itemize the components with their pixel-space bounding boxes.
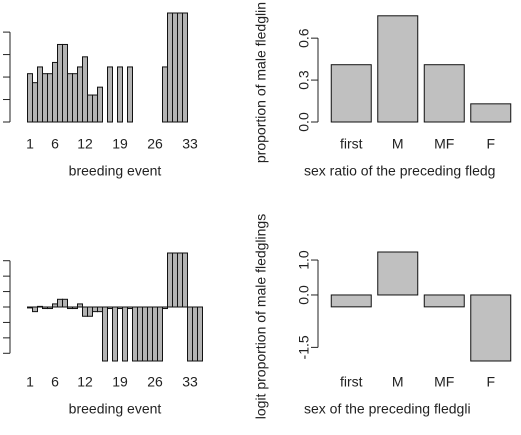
bar: [182, 12, 188, 123]
bar: [142, 306, 148, 362]
bar: [423, 64, 465, 123]
x-tick-label: 33: [182, 136, 198, 152]
bar: [67, 73, 73, 123]
x-tick-label: F: [486, 374, 495, 390]
bar: [72, 306, 78, 310]
bar: [47, 306, 53, 310]
bar: [37, 305, 43, 308]
bar: [127, 66, 133, 123]
x-axis-label: breeding event: [69, 163, 162, 179]
bar: [107, 66, 113, 123]
x-tick-label: 19: [112, 374, 128, 390]
x-tick-label: M: [392, 136, 404, 152]
bar: [82, 56, 88, 123]
y-tick-label: 0.3: [296, 70, 312, 90]
bar: [470, 294, 512, 362]
bar: [157, 306, 163, 362]
bar: [122, 306, 128, 362]
bar: [32, 306, 38, 313]
bar: [167, 252, 173, 308]
y-tick-label: 0.6: [296, 28, 312, 48]
bar: [137, 306, 143, 362]
bar: [177, 252, 183, 308]
bar: [87, 306, 93, 317]
bar: [192, 306, 198, 362]
bar: [27, 73, 33, 123]
bar: [330, 64, 372, 123]
bar: [102, 306, 108, 362]
bar: [330, 294, 372, 308]
bar: [197, 306, 203, 362]
bar: [77, 66, 83, 123]
y-tick-label: 0.0: [296, 285, 312, 305]
bar: [187, 306, 193, 362]
bar: [57, 298, 63, 308]
x-tick-label: 12: [77, 374, 93, 390]
bar: [32, 82, 38, 123]
bar: [52, 303, 58, 308]
x-tick-label: 26: [147, 374, 163, 390]
x-tick-label: first: [340, 136, 363, 152]
y-tick-label: 1.0: [296, 250, 312, 270]
bar: [152, 306, 158, 362]
bar: [27, 306, 33, 309]
x-tick-label: 12: [77, 136, 93, 152]
y-axis-label: proportion of male fledglin: [253, 2, 269, 163]
bar: [97, 86, 103, 123]
bar: [377, 251, 419, 296]
bar: [92, 306, 98, 313]
bar: [177, 12, 183, 123]
bar: [52, 61, 58, 123]
bar: [97, 306, 103, 313]
x-tick-label: F: [486, 136, 495, 152]
x-axis-label: breeding event: [69, 401, 162, 417]
bar: [162, 66, 168, 123]
x-tick-label: 1: [26, 374, 34, 390]
bar: [470, 103, 512, 123]
bar: [117, 306, 123, 310]
bar: [62, 298, 68, 308]
bar: [107, 306, 113, 310]
bar: [423, 294, 465, 308]
bar: [87, 94, 93, 123]
bar: [37, 66, 43, 123]
x-tick-label: 19: [112, 136, 128, 152]
bar: [42, 73, 48, 123]
x-tick-label: 6: [51, 136, 59, 152]
bar: [172, 252, 178, 308]
bar: [172, 12, 178, 123]
x-tick-label: first: [340, 374, 363, 390]
bar: [377, 15, 419, 123]
bar: [147, 306, 153, 362]
x-tick-label: 1: [26, 136, 34, 152]
bar: [82, 306, 88, 317]
x-axis-label: sex ratio of the preceding fledg: [304, 163, 495, 179]
x-tick-label: 6: [51, 374, 59, 390]
x-tick-label: M: [392, 374, 404, 390]
y-axis-label: logit proportion of male fledglings: [253, 214, 269, 419]
x-axis-label: sex of the preceding fledgli: [304, 401, 471, 417]
bar: [42, 306, 48, 310]
y-tick-label: 0.0: [296, 112, 312, 132]
bar: [182, 252, 188, 308]
bar: [132, 306, 138, 362]
bar: [57, 43, 63, 123]
bar: [77, 303, 83, 308]
x-tick-label: MF: [434, 136, 454, 152]
bar: [72, 73, 78, 123]
x-tick-label: MF: [434, 374, 454, 390]
bar: [167, 12, 173, 123]
bar: [47, 73, 53, 123]
bar: [117, 66, 123, 123]
x-tick-label: 33: [182, 374, 198, 390]
bar: [127, 306, 133, 310]
bar: [112, 306, 118, 362]
bar: [62, 43, 68, 123]
y-tick-label: -1.5: [296, 335, 312, 359]
x-tick-label: 26: [147, 136, 163, 152]
bar: [67, 306, 73, 310]
bar: [162, 306, 168, 310]
bar: [92, 94, 98, 123]
